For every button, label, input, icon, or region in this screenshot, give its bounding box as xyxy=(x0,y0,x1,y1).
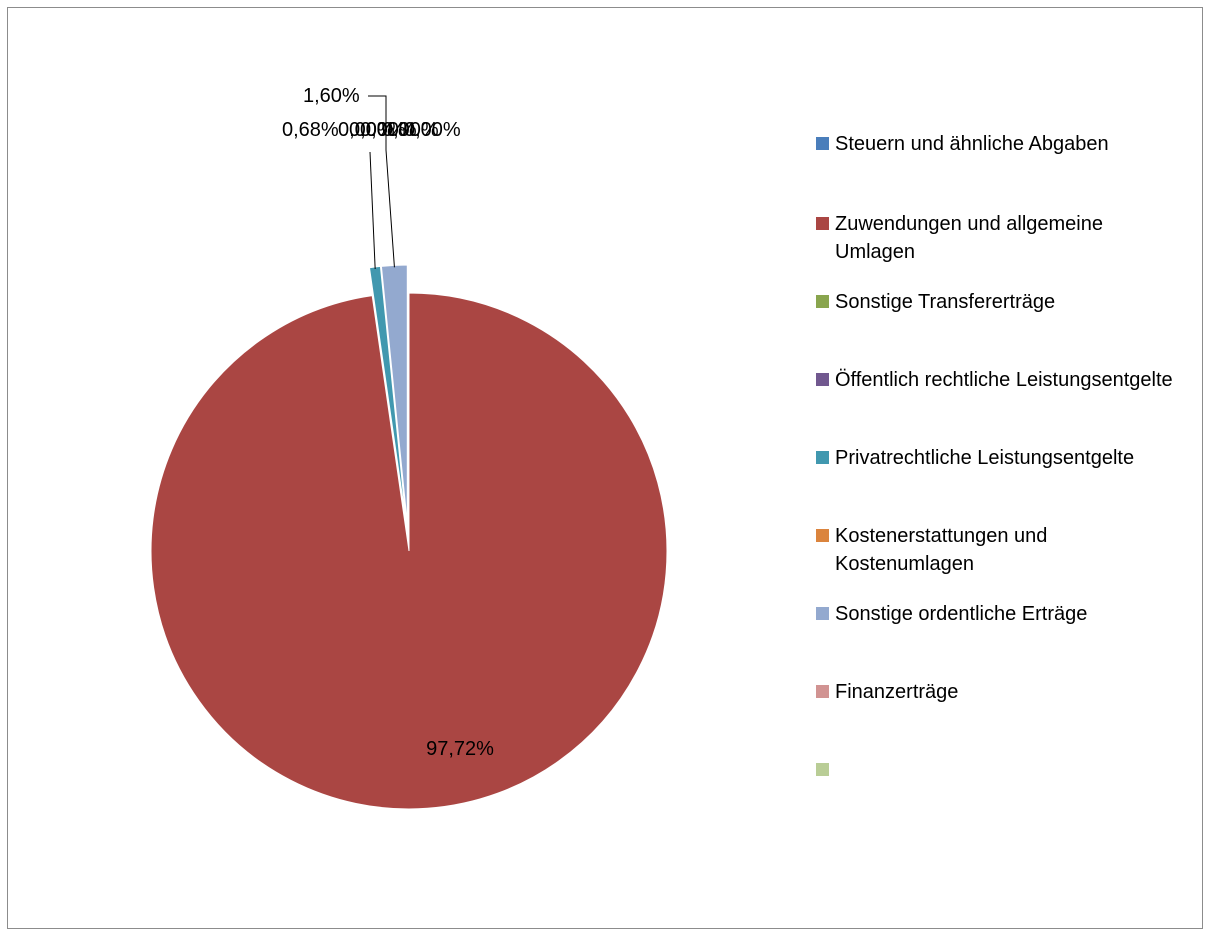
legend-label: Kostenerstattungen und Kostenumlagen xyxy=(835,525,1048,575)
data-label: 97,72% xyxy=(426,738,494,760)
pie-slices xyxy=(150,264,668,810)
data-label: 1,60% xyxy=(303,85,360,107)
legend-swatch xyxy=(816,607,829,620)
leader-line xyxy=(369,151,376,270)
legend-swatch xyxy=(816,295,829,308)
legend-label: Sonstige Transfererträge xyxy=(835,291,1056,313)
legend-item: Steuern und ähnliche Abgaben xyxy=(816,130,1185,158)
legend-swatch xyxy=(816,137,829,150)
data-labels: 97,72%0,00%0,00%0,00%0,68% 0,00%1,60%0,00… xyxy=(282,85,494,760)
legend-item: Sonstige Transfererträge xyxy=(816,288,1185,316)
data-label: 0,00% xyxy=(382,119,439,141)
data-label: 0,68% xyxy=(282,119,339,141)
legend-swatch xyxy=(816,529,829,542)
legend-label: Öffentlich rechtliche Leistungsentgelte xyxy=(835,369,1173,391)
legend-item xyxy=(816,756,1185,776)
legend-swatch xyxy=(816,763,829,776)
legend-swatch xyxy=(816,451,829,464)
legend-swatch xyxy=(816,217,829,230)
legend-item: Kostenerstattungen und Kostenumlagen xyxy=(816,522,1185,578)
legend-label: Steuern und ähnliche Abgaben xyxy=(835,133,1109,155)
data-label: 0,00% xyxy=(338,119,395,141)
leader-line xyxy=(368,95,395,268)
legend-label: Finanzerträge xyxy=(835,681,959,703)
data-label: 0,00% xyxy=(360,119,417,141)
pie-slice xyxy=(150,292,668,810)
legend-item: Zuwendungen und allgemeine Umlagen xyxy=(816,210,1185,266)
legend-label: Sonstige ordentliche Erträge xyxy=(835,603,1088,625)
data-label: 0,00% xyxy=(349,119,406,141)
legend-item: Sonstige ordentliche Erträge xyxy=(816,600,1185,628)
legend-swatch xyxy=(816,685,829,698)
legend-item: Finanzerträge xyxy=(816,678,1185,706)
data-label: 0,00% xyxy=(404,119,461,141)
legend-item: Öffentlich rechtliche Leistungsentgelte xyxy=(816,366,1185,394)
legend-label: Zuwendungen und allgemeine Umlagen xyxy=(835,213,1103,263)
legend-item: Privatrechtliche Leistungsentgelte xyxy=(816,444,1185,472)
legend-label: Privatrechtliche Leistungsentgelte xyxy=(835,447,1135,469)
leader-lines xyxy=(368,95,395,270)
legend-swatch xyxy=(816,373,829,386)
